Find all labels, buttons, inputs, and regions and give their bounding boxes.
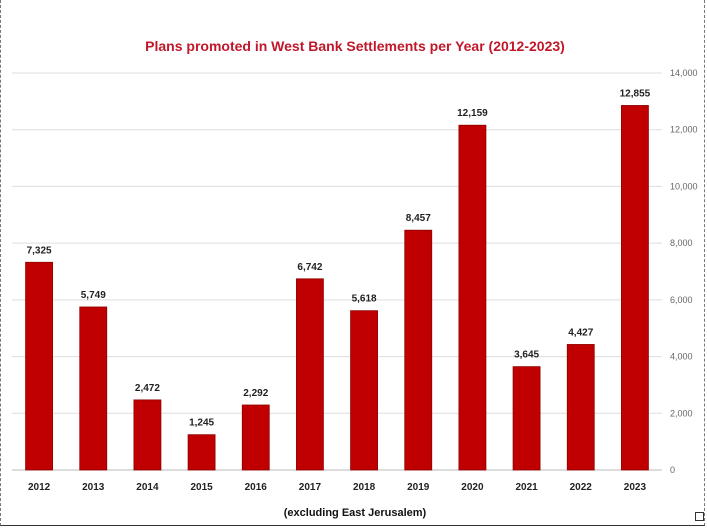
corner-checkbox	[695, 512, 704, 521]
y-tick-label: 0	[670, 465, 675, 475]
x-tick-2013: 2013	[82, 482, 105, 493]
x-tick-2021: 2021	[515, 482, 538, 493]
value-label-2014: 2,472	[135, 383, 160, 394]
x-tick-2017: 2017	[299, 482, 322, 493]
y-tick-label: 10,000	[670, 181, 698, 191]
bar-2017	[296, 278, 324, 471]
value-label-2022: 4,427	[568, 327, 593, 338]
value-label-2023: 12,855	[620, 88, 651, 99]
x-tick-2023: 2023	[624, 482, 647, 493]
bar-2012	[25, 261, 53, 471]
bar-2023	[621, 105, 649, 471]
value-label-2021: 3,645	[514, 350, 539, 361]
bar-value-labels: 7,325 5,749 2,472 1,245 2,292 6,742 5,618 8,457…	[27, 88, 651, 428]
y-tick-label: 6,000	[670, 295, 693, 305]
value-label-2016: 2,292	[243, 388, 268, 399]
gridlines	[12, 72, 662, 471]
y-tick-label: 2,000	[670, 408, 693, 418]
y-tick-label: 14,000	[670, 68, 698, 78]
bar-2021	[512, 366, 541, 471]
x-tick-2018: 2018	[353, 482, 376, 493]
x-tick-2014: 2014	[136, 482, 159, 493]
x-tick-2012: 2012	[28, 482, 51, 493]
x-axis-ticks: 2012 2013 2014 2015 2016 2017 2018 2019 2020 2021…	[28, 482, 647, 493]
value-label-2018: 5,618	[352, 294, 377, 305]
y-tick-label: 8,000	[670, 238, 693, 248]
value-label-2012: 7,325	[27, 245, 52, 256]
y-tick-label: 12,000	[670, 125, 698, 135]
y-tick-label: 4,000	[670, 352, 693, 362]
chart-note: (excluding East Jerusalem)	[284, 507, 427, 519]
x-tick-2019: 2019	[407, 482, 430, 493]
value-label-2015: 1,245	[189, 418, 214, 429]
value-label-2017: 6,742	[297, 262, 322, 273]
bar-2019	[404, 229, 433, 471]
bar-2014	[133, 399, 162, 471]
bars	[25, 105, 649, 471]
value-label-2013: 5,749	[81, 290, 106, 301]
bar-2020	[458, 124, 487, 471]
bar-2015	[187, 434, 216, 471]
chart-title: Plans promoted in West Bank Settlements …	[145, 38, 565, 54]
value-label-2020: 12,159	[457, 108, 488, 119]
bar-2016	[241, 404, 270, 471]
y-axis-ticks: 0 2,000 4,000 6,000 8,000 10,000 12,000 14,000	[670, 68, 698, 475]
x-tick-2020: 2020	[461, 482, 484, 493]
bar-2018	[350, 310, 378, 471]
value-label-2019: 8,457	[406, 213, 431, 224]
x-tick-2016: 2016	[245, 482, 268, 493]
x-tick-2022: 2022	[570, 482, 593, 493]
bar-2013	[79, 306, 108, 471]
bar-2022	[566, 344, 595, 471]
x-tick-2015: 2015	[190, 482, 213, 493]
